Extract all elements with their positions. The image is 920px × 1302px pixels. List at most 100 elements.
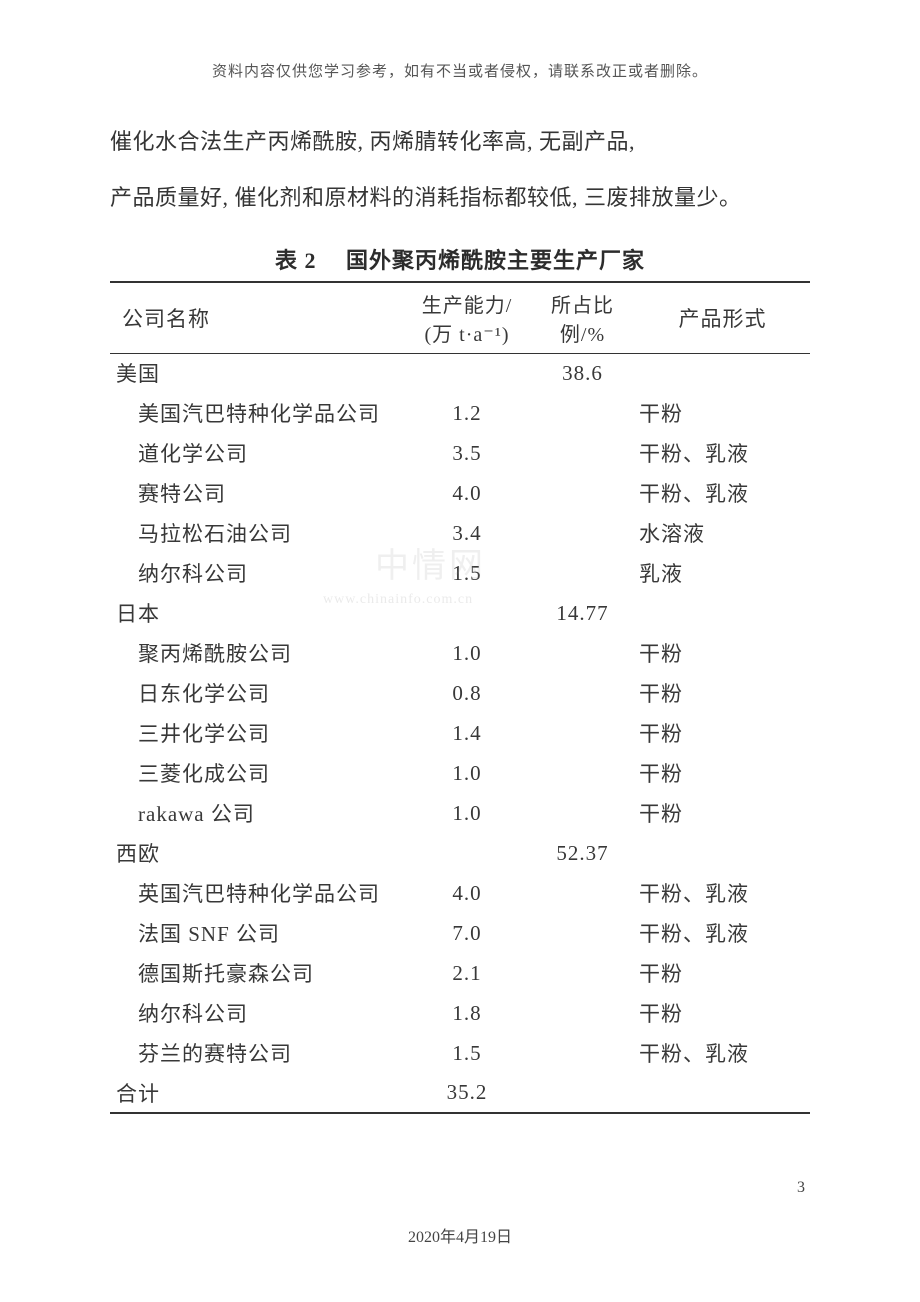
- cell-share: [530, 633, 635, 673]
- table-row: 日东化学公司0.8干粉: [110, 673, 810, 713]
- cell-share: [530, 753, 635, 793]
- cell-company: 赛特公司: [110, 473, 404, 513]
- cell-share: [530, 953, 635, 993]
- cell-company: 日本: [110, 593, 404, 633]
- table-row: 聚丙烯酰胺公司1.0 干粉: [110, 633, 810, 673]
- cell-company: 纳尔科公司: [110, 993, 404, 1033]
- cell-form: 干粉: [635, 793, 810, 833]
- paragraph-line-1: 催化水合法生产丙烯酰胺, 丙烯腈转化率高, 无副产品,: [110, 121, 810, 163]
- cell-capacity: 1.0: [404, 633, 530, 673]
- table-title: 表 2 国外聚丙烯酰胺主要生产厂家: [110, 243, 810, 275]
- col-header-company: 公司名称: [110, 282, 404, 354]
- cell-capacity: 0.8: [404, 673, 530, 713]
- cell-share: [530, 473, 635, 513]
- col-header-form-text: 产品形式: [679, 307, 767, 331]
- col-header-company-text: 公司名称: [122, 307, 210, 331]
- cell-share: [530, 553, 635, 593]
- page-header-notice: 资料内容仅供您学习参考，如有不当或者侵权，请联系改正或者删除。: [110, 60, 810, 81]
- cell-share: 52.37: [530, 833, 635, 873]
- cell-company: 三井化学公司: [110, 713, 404, 753]
- cell-form: 干粉: [635, 993, 810, 1033]
- cell-capacity: 4.0: [404, 473, 530, 513]
- col-header-share-l1: 所占比: [534, 289, 631, 318]
- cell-capacity: 1.4: [404, 713, 530, 753]
- cell-share: 38.6: [530, 353, 635, 393]
- table-row: 芬兰的赛特公司1.5 干粉、乳液: [110, 1033, 810, 1073]
- table-row: 英国汽巴特种化学品公司4.0干粉、乳液: [110, 873, 810, 913]
- cell-form: 干粉: [635, 753, 810, 793]
- col-header-form: 产品形式: [635, 282, 810, 354]
- table-header-row: 公司名称 生产能力/ (万 t·a⁻¹) 所占比 例/% 产品形式: [110, 282, 810, 354]
- cell-company: 芬兰的赛特公司: [110, 1033, 404, 1073]
- cell-capacity: 1.8: [404, 993, 530, 1033]
- col-header-share: 所占比 例/%: [530, 282, 635, 354]
- page-footer-date: 2020年4月19日: [0, 1223, 920, 1247]
- cell-company: 三菱化成公司: [110, 753, 404, 793]
- table-row: 法国 SNF 公司7.0 干粉、乳液: [110, 913, 810, 953]
- cell-share: [530, 673, 635, 713]
- cell-form: 干粉、乳液: [635, 473, 810, 513]
- cell-capacity: 1.2: [404, 393, 530, 433]
- cell-share: 14.77: [530, 593, 635, 633]
- cell-capacity: 1.5: [404, 553, 530, 593]
- table-row: 马拉松石油公司3.4 水溶液: [110, 513, 810, 553]
- cell-company: 聚丙烯酰胺公司: [110, 633, 404, 673]
- cell-form: 干粉、乳液: [635, 433, 810, 473]
- cell-form: 干粉: [635, 633, 810, 673]
- table-row: 美国 38.6: [110, 353, 810, 393]
- cell-share: [530, 793, 635, 833]
- cell-capacity: 1.5: [404, 1033, 530, 1073]
- cell-form: 干粉、乳液: [635, 913, 810, 953]
- cell-form: [635, 833, 810, 873]
- cell-capacity: [404, 353, 530, 393]
- col-header-capacity-l2: (万 t·a⁻¹): [408, 318, 526, 347]
- cell-share: [530, 913, 635, 953]
- cell-company: 英国汽巴特种化学品公司: [110, 873, 404, 913]
- cell-capacity: 4.0: [404, 873, 530, 913]
- table-row: 德国斯托豪森公司2.1干粉: [110, 953, 810, 993]
- col-header-share-l2: 例/%: [534, 318, 631, 347]
- cell-company: 纳尔科公司: [110, 553, 404, 593]
- table-row: rakawa 公司1.0干粉: [110, 793, 810, 833]
- cell-share: [530, 993, 635, 1033]
- table-row: 日本 14.77: [110, 593, 810, 633]
- table-row: 美国汽巴特种化学品公司1.2干粉: [110, 393, 810, 433]
- table-row: 西欧 52.37: [110, 833, 810, 873]
- col-header-capacity-l1: 生产能力/: [408, 289, 526, 318]
- cell-company: 美国: [110, 353, 404, 393]
- cell-form: 水溶液: [635, 513, 810, 553]
- cell-share: [530, 873, 635, 913]
- table-row: 纳尔科公司1.8 干粉: [110, 993, 810, 1033]
- cell-capacity: 3.5: [404, 433, 530, 473]
- cell-company: 马拉松石油公司: [110, 513, 404, 553]
- cell-capacity: [404, 593, 530, 633]
- paragraph-line-2: 产品质量好, 催化剂和原材料的消耗指标都较低, 三废排放量少。: [110, 177, 810, 219]
- cell-share: [530, 513, 635, 553]
- cell-form: 乳液: [635, 553, 810, 593]
- cell-capacity: 35.2: [404, 1073, 530, 1113]
- cell-company: 德国斯托豪森公司: [110, 953, 404, 993]
- cell-company: 美国汽巴特种化学品公司: [110, 393, 404, 433]
- cell-share: [530, 1073, 635, 1113]
- cell-company: rakawa 公司: [110, 793, 404, 833]
- col-header-capacity: 生产能力/ (万 t·a⁻¹): [404, 282, 530, 354]
- table-row: 合计35.2: [110, 1073, 810, 1113]
- cell-company: 合计: [110, 1073, 404, 1113]
- cell-form: [635, 593, 810, 633]
- cell-company: 道化学公司: [110, 433, 404, 473]
- table-row: 赛特公司4.0 干粉、乳液: [110, 473, 810, 513]
- cell-capacity: [404, 833, 530, 873]
- cell-company: 法国 SNF 公司: [110, 913, 404, 953]
- cell-form: 干粉、乳液: [635, 1033, 810, 1073]
- cell-company: 西欧: [110, 833, 404, 873]
- cell-capacity: 3.4: [404, 513, 530, 553]
- cell-share: [530, 713, 635, 753]
- cell-capacity: 1.0: [404, 753, 530, 793]
- table-row: 纳尔科公司1.5 乳液: [110, 553, 810, 593]
- table-row: 三菱化成公司1.0 干粉: [110, 753, 810, 793]
- cell-form: [635, 1073, 810, 1113]
- cell-share: [530, 433, 635, 473]
- page-number: 3: [797, 1179, 805, 1197]
- table-row: 道化学公司3.5 干粉、乳液: [110, 433, 810, 473]
- cell-capacity: 7.0: [404, 913, 530, 953]
